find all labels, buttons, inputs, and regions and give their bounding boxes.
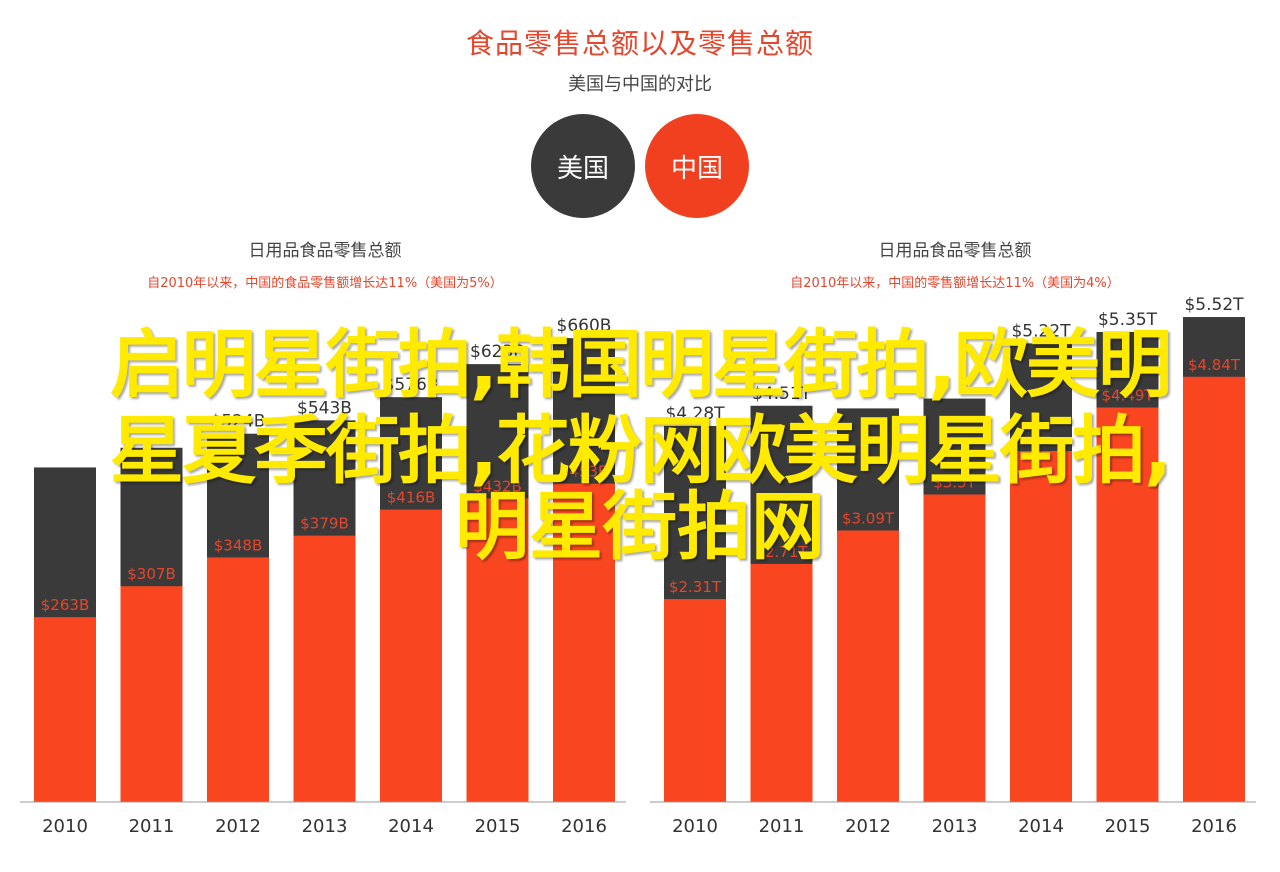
label-us-2012: $524B — [211, 412, 266, 432]
bar-cn-2014 — [380, 509, 442, 802]
label-us-2010: $4.28T — [665, 404, 725, 424]
x-tick-2016: 2016 — [1191, 816, 1237, 837]
x-tick-2013: 2013 — [302, 816, 348, 837]
label-us-2016: $5.52T — [1184, 295, 1244, 315]
x-tick-2011: 2011 — [129, 816, 175, 837]
label-cn-2013: $379B — [300, 515, 348, 533]
label-cn-2016: $4.84T — [1188, 356, 1241, 374]
bar-cn-2016 — [1183, 376, 1245, 802]
x-tick-2012: 2012 — [845, 816, 891, 837]
label-cn-2011: $2.71T — [755, 543, 808, 561]
overlay-text-line-1: 启明星街拍,韩国明星街拍,欧美明 — [109, 322, 1172, 408]
x-tick-2011: 2011 — [759, 816, 805, 837]
bar-cn-2013 — [293, 535, 356, 802]
label-cn-2010: $2.31T — [669, 578, 722, 596]
bar-cn-2014 — [1010, 451, 1072, 802]
overlay-text-line-2: 星夏季街拍,花粉网欧美明星街拍, — [109, 408, 1172, 494]
x-tick-2014: 2014 — [388, 816, 434, 837]
label-cn-2015: $4.49T — [1101, 387, 1154, 405]
x-tick-2015: 2015 — [1105, 816, 1151, 837]
bar-cn-2015 — [466, 498, 529, 802]
x-tick-2010: 2010 — [42, 816, 88, 837]
bar-cn-2011 — [120, 586, 183, 802]
legend-cn-label: 中国 — [670, 153, 723, 184]
chart-1-subtitle: 自2010年以来，中国的零售额增长达11%（美国为4%） — [790, 275, 1120, 291]
label-cn-2013: $3.5T — [933, 474, 976, 492]
page-title: 食品零售总额以及零售总额 — [465, 27, 814, 60]
label-cn-2014: $416B — [387, 489, 435, 507]
label-us-2016: $660B — [557, 316, 612, 336]
chart-0-title: 日用品食品零售总额 — [249, 241, 402, 261]
chart-0-subtitle: 自2010年以来，中国的食品零售额增长达11%（美国为5%） — [147, 275, 503, 291]
label-us-2015: $623B — [470, 342, 525, 362]
x-tick-2012: 2012 — [215, 816, 261, 837]
label-us-2013: $543B — [297, 398, 352, 418]
page-subtitle: 美国与中国的对比 — [568, 74, 712, 95]
x-tick-2015: 2015 — [475, 816, 521, 837]
label-cn-2016: $453B — [560, 463, 608, 481]
legend-us-circle: 美国 — [531, 114, 635, 218]
bar-cn-2016 — [553, 483, 615, 802]
bar-cn-2011 — [750, 563, 813, 802]
x-tick-2013: 2013 — [932, 816, 978, 837]
x-tick-2016: 2016 — [561, 816, 607, 837]
bar-cn-2010 — [664, 599, 726, 802]
label-cn-2015: $432B — [473, 477, 521, 495]
bar-cn-2012 — [207, 557, 269, 802]
bar-cn-2015 — [1096, 407, 1159, 802]
label-us-2011: $4.51T — [752, 384, 812, 404]
label-us-2014: $576B — [384, 375, 439, 395]
label-us-2015: $5.35T — [1098, 310, 1158, 330]
label-cn-2010: $263B — [41, 596, 89, 614]
bar-cn-2013 — [923, 494, 986, 802]
label-us-2014: $5.22T — [1011, 321, 1071, 341]
label-cn-2012: $3.09T — [842, 510, 895, 528]
legend-cn-circle: 中国 — [645, 114, 749, 218]
label-cn-2011: $307B — [127, 565, 175, 583]
bar-cn-2012 — [837, 530, 899, 802]
legend-us-label: 美国 — [556, 153, 609, 184]
chart-1-title: 日用品食品零售总额 — [879, 241, 1032, 261]
bar-cn-2010 — [34, 617, 96, 802]
overlay-text-line-3: 明星街拍网 — [455, 484, 825, 570]
x-tick-2010: 2010 — [672, 816, 718, 837]
label-cn-2012: $348B — [214, 536, 262, 554]
x-tick-2014: 2014 — [1018, 816, 1064, 837]
